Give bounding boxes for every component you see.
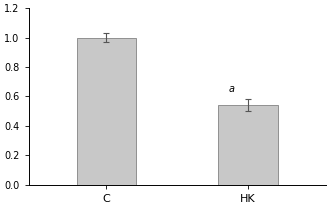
Bar [77, 38, 136, 185]
Bar [218, 105, 278, 185]
Text: a: a [228, 84, 234, 94]
